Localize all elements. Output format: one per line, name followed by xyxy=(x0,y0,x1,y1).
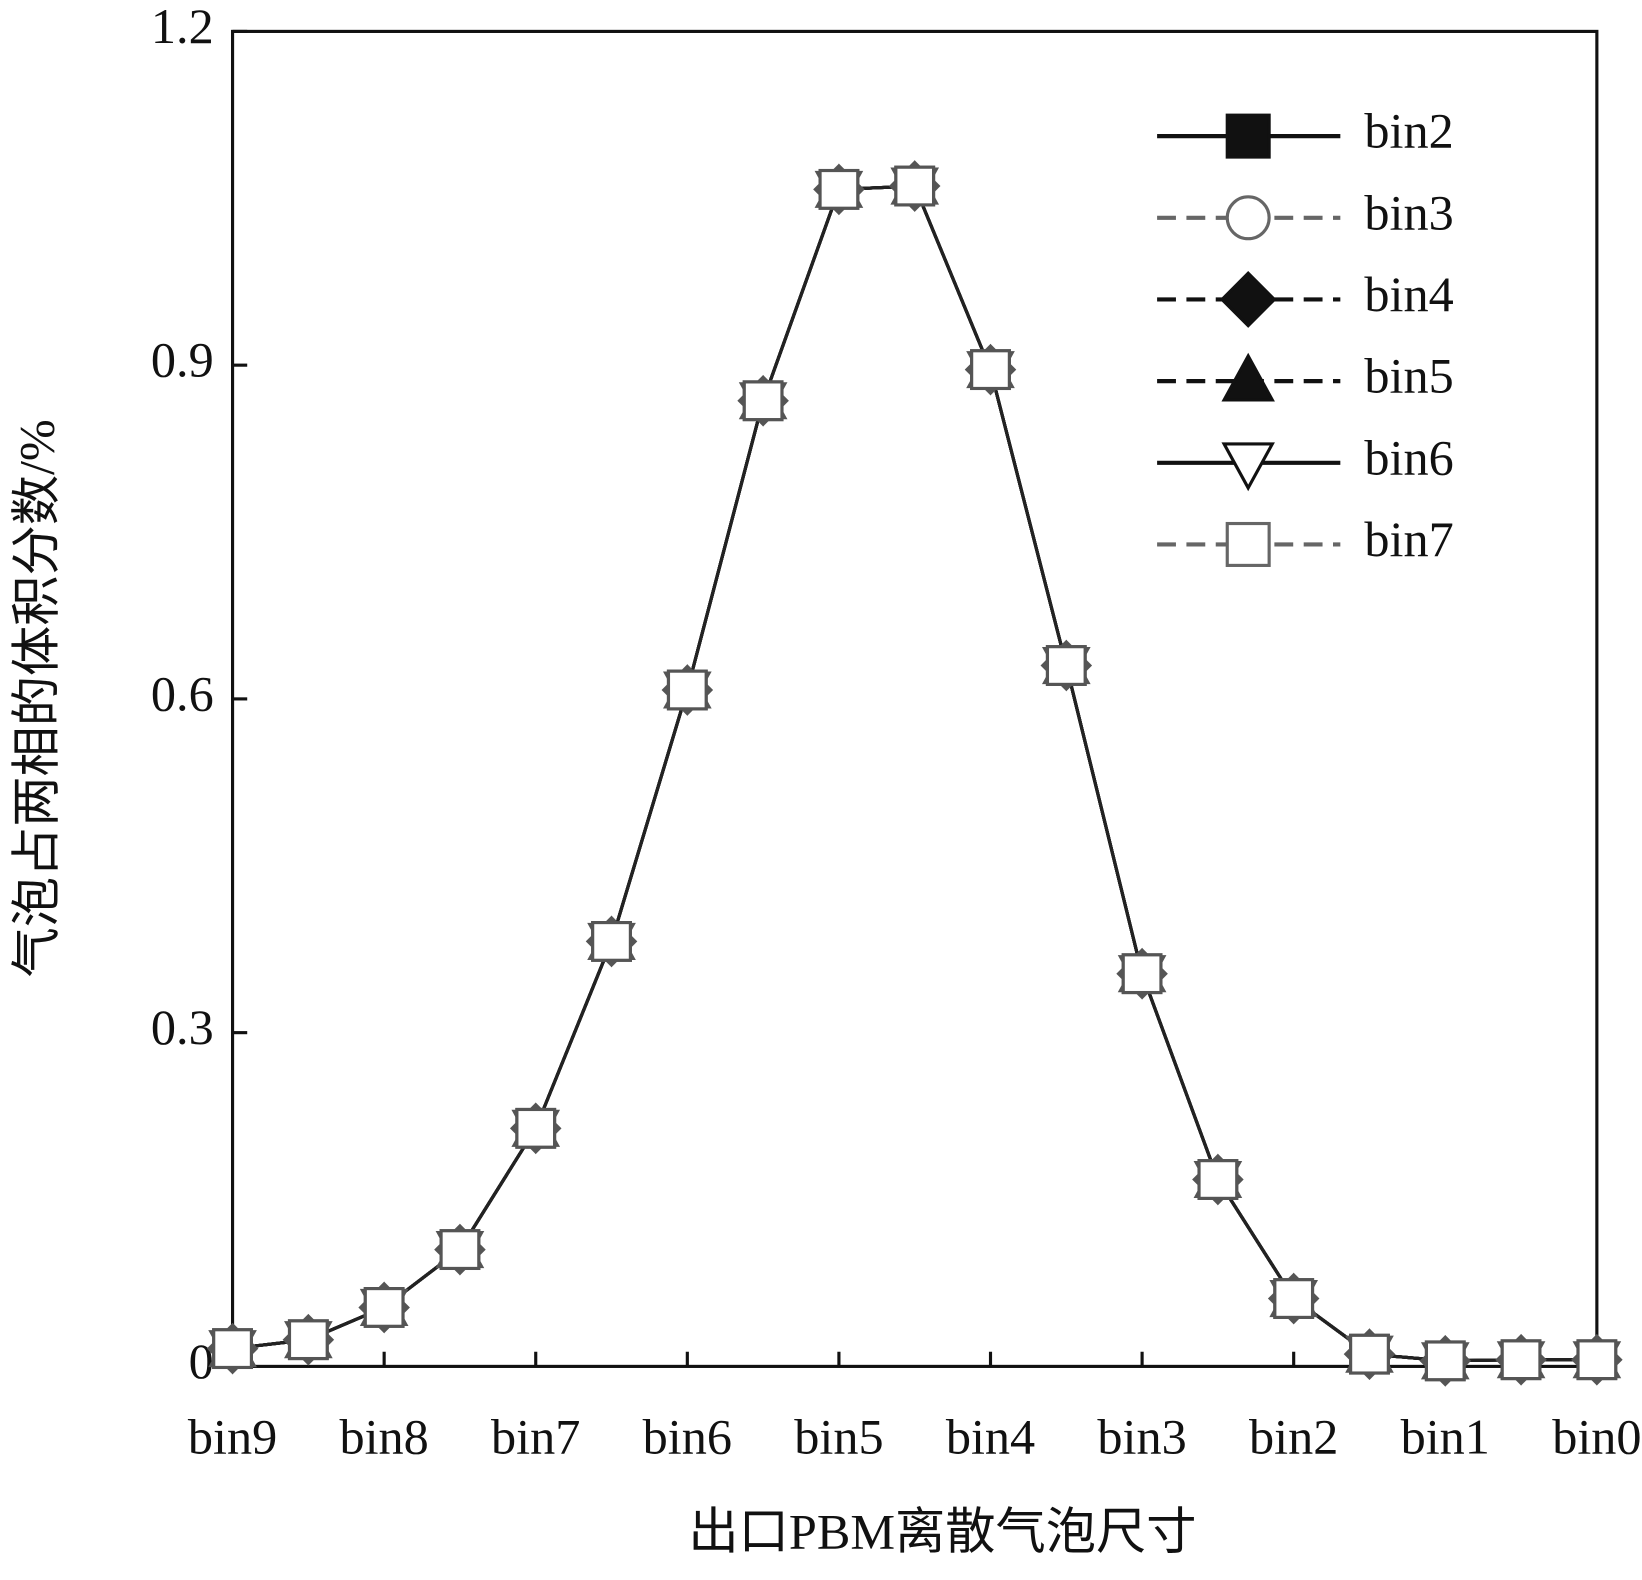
data-point xyxy=(439,1229,481,1271)
legend-marker xyxy=(1225,195,1271,241)
x-tick-label: bin4 xyxy=(946,1408,1035,1464)
x-tick-label: bin1 xyxy=(1401,1408,1490,1464)
legend-label: bin5 xyxy=(1364,348,1453,404)
y-tick-label: 0 xyxy=(189,1333,214,1389)
data-point xyxy=(1500,1339,1542,1381)
y-tick-label: 0.3 xyxy=(151,999,214,1055)
data-point xyxy=(1576,1339,1618,1381)
legend-marker xyxy=(1219,271,1277,328)
y-tick-label: 0.9 xyxy=(151,332,214,388)
data-point xyxy=(1273,1278,1315,1319)
data-point xyxy=(1424,1340,1466,1382)
x-axis-label: 出口PBM离散气泡尺寸 xyxy=(688,1504,1196,1560)
data-point xyxy=(1349,1333,1390,1375)
legend-label: bin3 xyxy=(1364,184,1453,240)
x-tick-label: bin0 xyxy=(1552,1408,1641,1464)
data-point xyxy=(894,165,936,207)
y-tick-label: 1.2 xyxy=(151,0,214,54)
legend-label: bin7 xyxy=(1364,511,1453,567)
legend-marker xyxy=(1225,113,1271,159)
x-tick-label: bin2 xyxy=(1249,1408,1338,1464)
y-axis-label: 气泡占两相的体积分数/% xyxy=(9,419,65,977)
data-point xyxy=(287,1319,329,1361)
data-point xyxy=(515,1107,557,1149)
x-tick-label: bin7 xyxy=(491,1408,580,1464)
data-point xyxy=(591,921,632,962)
legend-label: bin6 xyxy=(1364,429,1453,485)
data-point xyxy=(970,349,1011,391)
x-tick-label: bin6 xyxy=(643,1408,732,1464)
legend-label: bin4 xyxy=(1364,266,1453,322)
legend-marker xyxy=(1225,521,1271,567)
data-point xyxy=(1045,645,1087,686)
data-point xyxy=(1121,953,1163,995)
legend-label: bin2 xyxy=(1364,103,1453,159)
data-point xyxy=(742,380,784,422)
data-point xyxy=(363,1287,405,1328)
data-point xyxy=(818,168,860,210)
x-tick-label: bin5 xyxy=(794,1408,883,1464)
x-tick-label: bin9 xyxy=(188,1408,277,1464)
data-point xyxy=(1197,1159,1239,1200)
x-tick-label: bin3 xyxy=(1097,1408,1186,1464)
data-point xyxy=(212,1328,253,1370)
legend-marker xyxy=(1221,442,1275,492)
legend-marker xyxy=(1221,352,1275,402)
y-tick-label: 0.6 xyxy=(151,665,214,721)
data-point xyxy=(666,669,708,711)
x-tick-label: bin8 xyxy=(339,1408,428,1464)
